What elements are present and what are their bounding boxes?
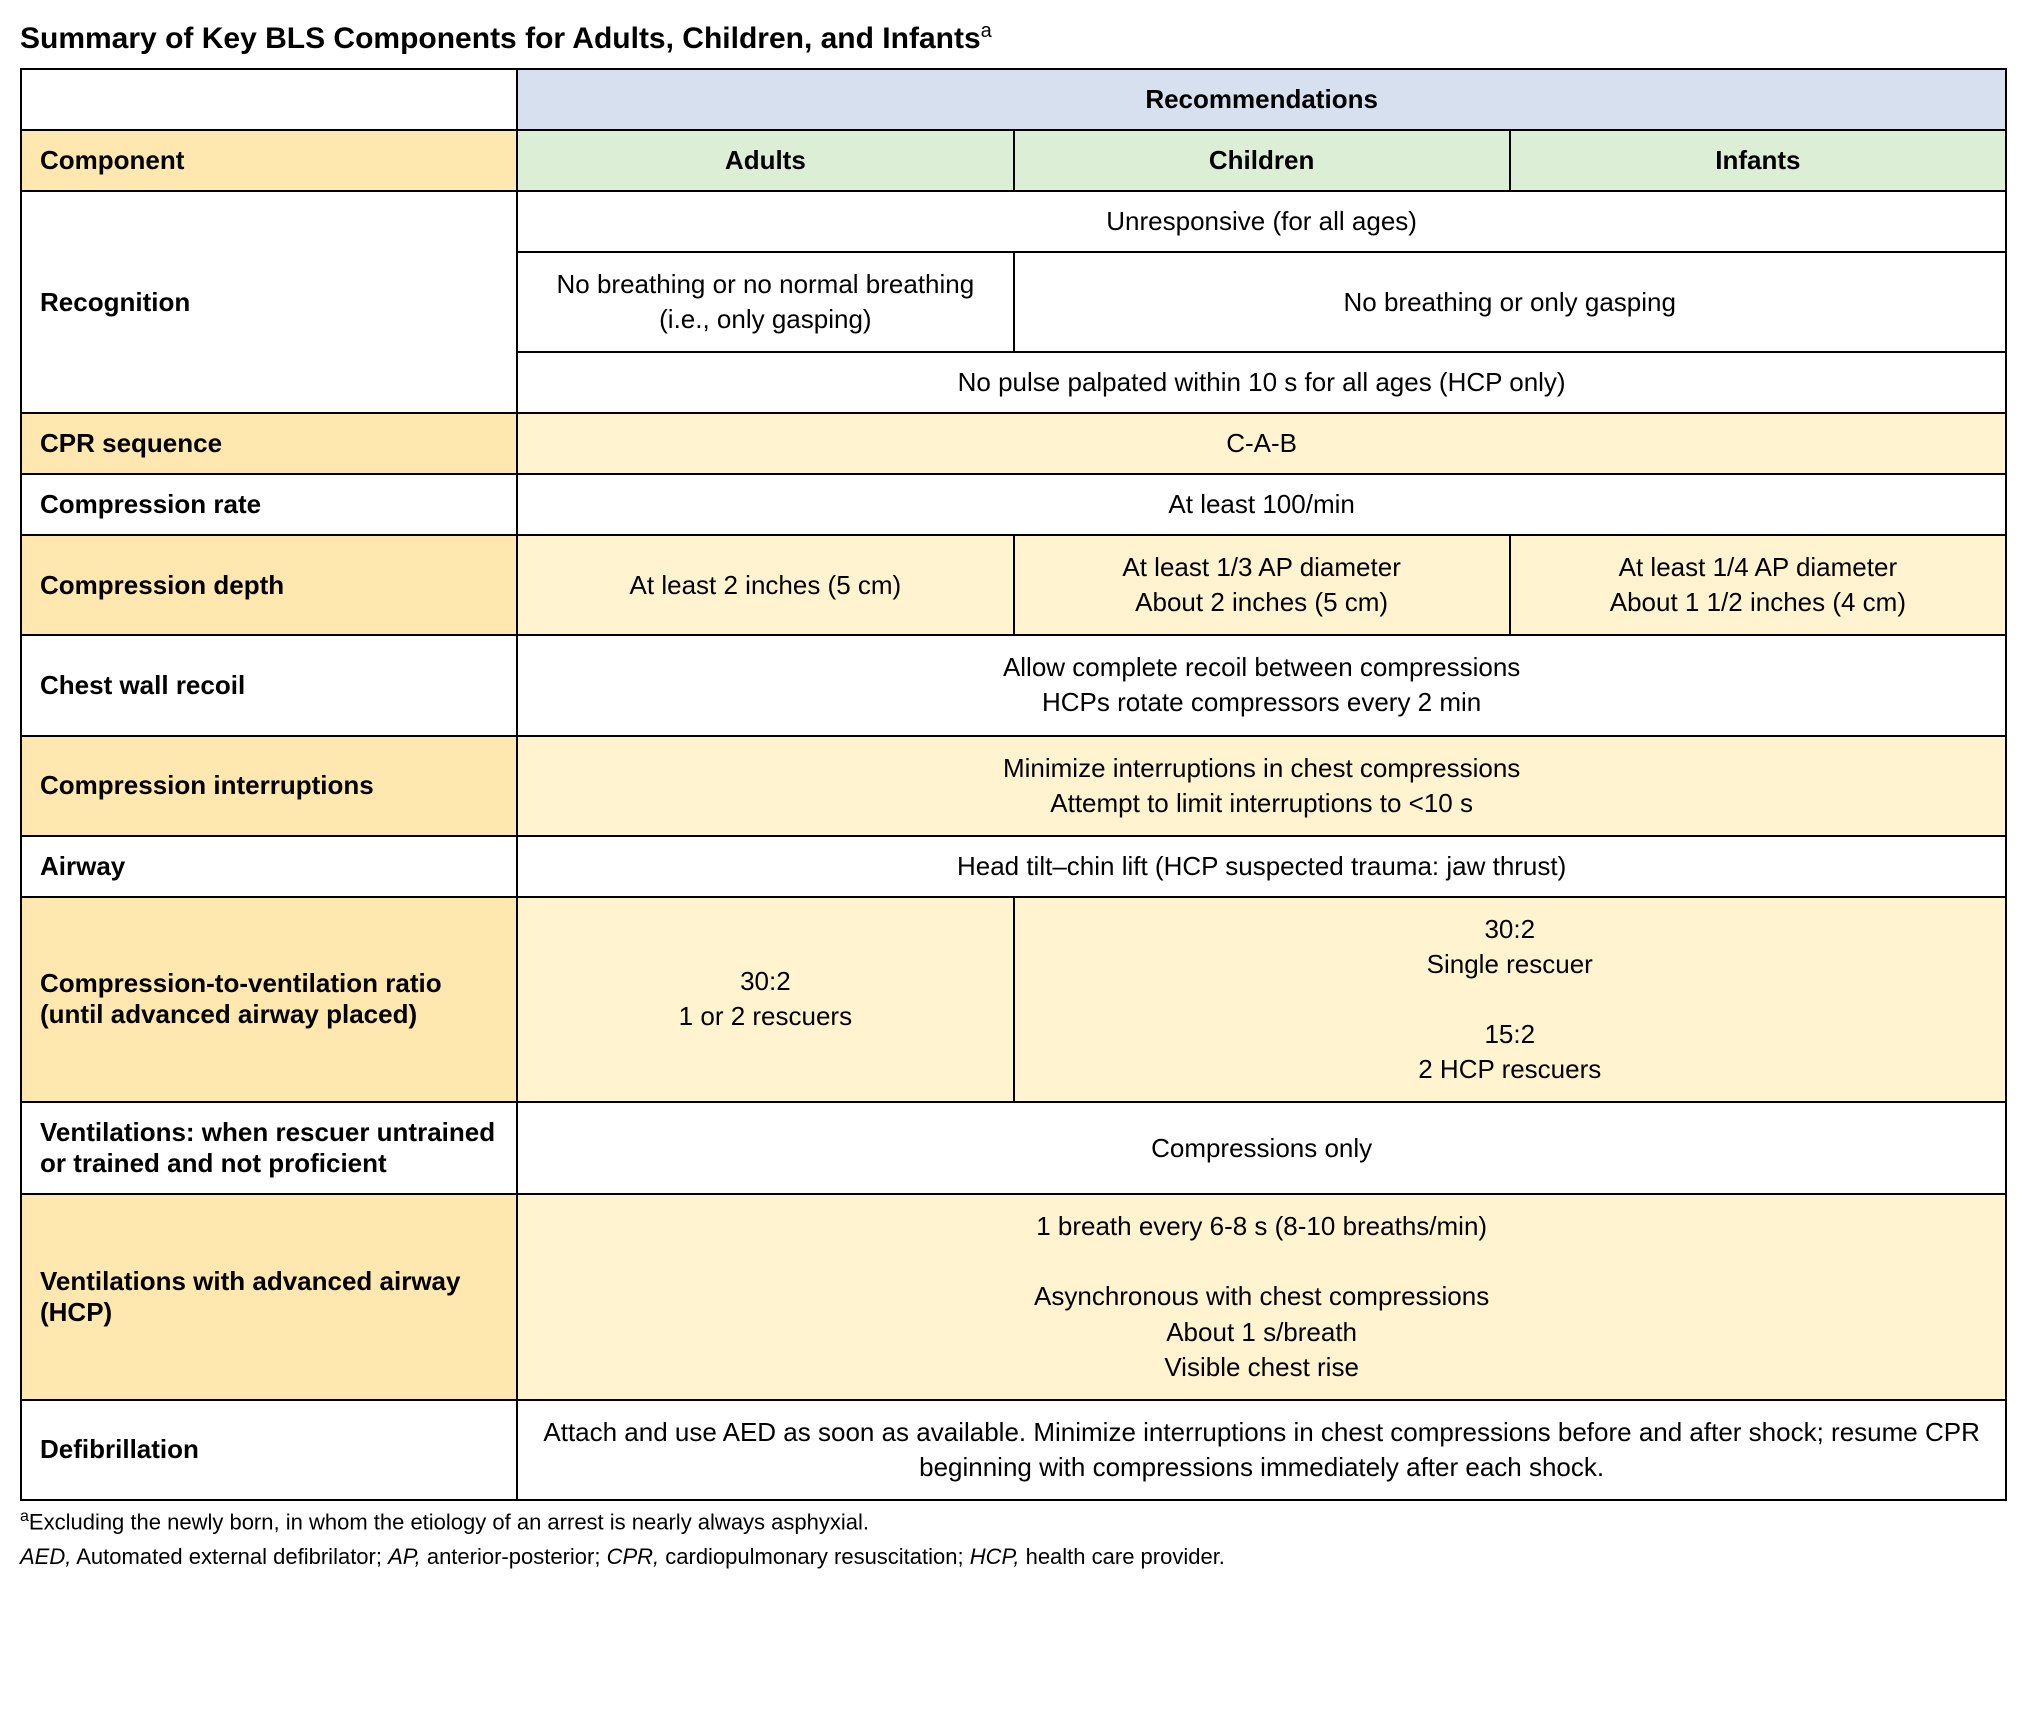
footnote-abbreviations: AED, Automated external defibrilator; AP… [20,1543,2007,1572]
row-compression-depth: Compression depth At least 2 inches (5 c… [21,535,2006,635]
label-vent-advanced: Ventilations with advanced airway (HCP) [21,1194,517,1399]
depth-infants-line2: About 1 1/2 inches (4 cm) [1610,587,1906,617]
abbr-cpr-t: cardiopulmonary resuscitation; [659,1544,970,1569]
recoil-line1: Allow complete recoil between compressio… [1003,652,1520,682]
recoil-line2: HCPs rotate compressors every 2 min [1042,687,1481,717]
abbr-aed-t: Automated external defibrilator; [71,1544,388,1569]
cv-ci-line4: 2 HCP rescuers [1418,1054,1601,1084]
table-header-row-2: Component Adults Children Infants [21,130,2006,191]
row-defibrillation: Defibrillation Attach and use AED as soo… [21,1400,2006,1500]
interruptions-line1: Minimize interruptions in chest compress… [1003,753,1520,783]
page-title: Summary of Key BLS Components for Adults… [20,20,2007,56]
row-compression-rate: Compression rate At least 100/min [21,474,2006,535]
vent-adv-line4: Visible chest rise [1164,1352,1359,1382]
title-text: Summary of Key BLS Components for Adults… [20,22,981,55]
row-compression-interruptions: Compression interruptions Minimize inter… [21,736,2006,836]
cv-ci-line3: 15:2 [1484,1019,1535,1049]
label-recognition: Recognition [21,191,517,413]
row-airway: Airway Head tilt–chin lift (HCP suspecte… [21,836,2006,897]
depth-children-line1: At least 1/3 AP diameter [1122,552,1400,582]
cell-vent-untrained: Compressions only [517,1102,2006,1194]
cell-depth-adults: At least 2 inches (5 cm) [517,535,1013,635]
cell-recognition-pulse: No pulse palpated within 10 s for all ag… [517,352,2006,413]
cell-recognition-children-infants: No breathing or only gasping [1014,252,2007,352]
row-cpr-sequence: CPR sequence C-A-B [21,413,2006,474]
footnote-a-text: Excluding the newly born, in whom the et… [29,1509,869,1534]
footnote-a: aExcluding the newly born, in whom the e… [20,1507,2007,1537]
header-empty-corner [21,69,517,130]
header-children: Children [1014,130,1510,191]
cell-defibrillation: Attach and use AED as soon as available.… [517,1400,2006,1500]
header-recommendations: Recommendations [517,69,2006,130]
cell-compression-interruptions: Minimize interruptions in chest compress… [517,736,2006,836]
row-vent-untrained: Ventilations: when rescuer untrained or … [21,1102,2006,1194]
abbr-ap-i: AP, [388,1544,421,1569]
cv-ci-line2: Single rescuer [1427,949,1593,979]
abbr-hcp-i: HCP, [970,1544,1020,1569]
label-vent-untrained: Ventilations: when rescuer untrained or … [21,1102,517,1194]
cell-vent-advanced: 1 breath every 6-8 s (8-10 breaths/min) … [517,1194,2006,1399]
title-superscript: a [981,20,992,42]
abbr-hcp-t: health care provider. [1019,1544,1224,1569]
label-cpr-sequence: CPR sequence [21,413,517,474]
row-chest-recoil: Chest wall recoil Allow complete recoil … [21,635,2006,735]
abbr-ap-t: anterior-posterior; [421,1544,607,1569]
label-defibrillation: Defibrillation [21,1400,517,1500]
cell-recognition-allages: Unresponsive (for all ages) [517,191,2006,252]
row-cv-ratio: Compression-to-ventilation ratio (until … [21,897,2006,1102]
cell-airway: Head tilt–chin lift (HCP suspected traum… [517,836,2006,897]
row-vent-advanced: Ventilations with advanced airway (HCP) … [21,1194,2006,1399]
label-airway: Airway [21,836,517,897]
cv-adults-line2: 1 or 2 rescuers [679,1001,852,1031]
label-compression-depth: Compression depth [21,535,517,635]
header-adults: Adults [517,130,1013,191]
label-compression-interruptions: Compression interruptions [21,736,517,836]
abbr-cpr-i: CPR, [607,1544,660,1569]
header-component: Component [21,130,517,191]
cell-cpr-sequence: C-A-B [517,413,2006,474]
label-cv-ratio: Compression-to-ventilation ratio (until … [21,897,517,1102]
bls-summary-table: Recommendations Component Adults Childre… [20,68,2007,1501]
table-header-row-1: Recommendations [21,69,2006,130]
row-recognition-1: Recognition Unresponsive (for all ages) [21,191,2006,252]
cell-depth-children: At least 1/3 AP diameter About 2 inches … [1014,535,1510,635]
abbr-aed-i: AED, [20,1544,71,1569]
label-compression-rate: Compression rate [21,474,517,535]
vent-adv-line3: About 1 s/breath [1166,1317,1357,1347]
cell-recognition-adults: No breathing or no normal breathing (i.e… [517,252,1013,352]
cell-depth-infants: At least 1/4 AP diameter About 1 1/2 inc… [1510,535,2006,635]
cell-compression-rate: At least 100/min [517,474,2006,535]
cell-cv-ratio-adults: 30:2 1 or 2 rescuers [517,897,1013,1102]
vent-adv-line2: Asynchronous with chest compressions [1034,1281,1489,1311]
cell-cv-ratio-children-infants: 30:2 Single rescuer 15:2 2 HCP rescuers [1014,897,2007,1102]
interruptions-line2: Attempt to limit interruptions to <10 s [1050,788,1473,818]
depth-infants-line1: At least 1/4 AP diameter [1619,552,1897,582]
label-chest-recoil: Chest wall recoil [21,635,517,735]
depth-children-line2: About 2 inches (5 cm) [1135,587,1388,617]
cell-chest-recoil: Allow complete recoil between compressio… [517,635,2006,735]
footnote-a-sup: a [20,1508,29,1525]
vent-adv-line1: 1 breath every 6-8 s (8-10 breaths/min) [1036,1211,1487,1241]
header-infants: Infants [1510,130,2006,191]
cv-adults-line1: 30:2 [740,966,791,996]
cv-ci-line1: 30:2 [1484,914,1535,944]
